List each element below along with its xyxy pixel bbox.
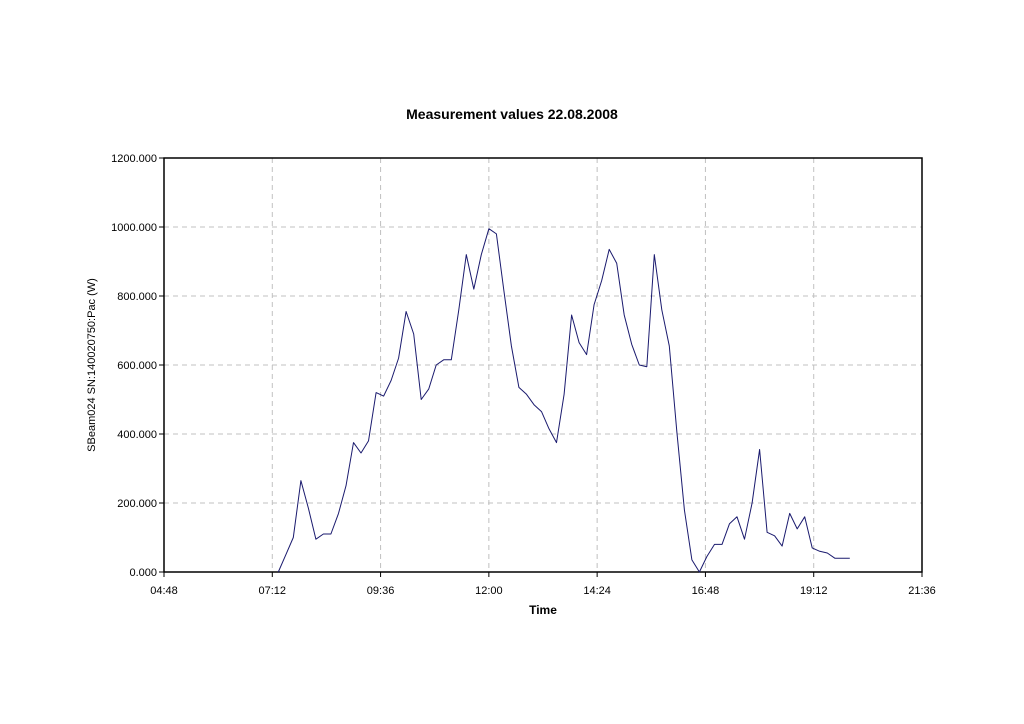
y-tick-label: 600.000	[117, 360, 157, 372]
x-tick-label: 09:36	[367, 585, 395, 597]
y-tick-label: 0.000	[129, 567, 157, 579]
x-tick-label: 16:48	[692, 585, 720, 597]
y-axis-label: SBeam024 SN:140020750:Pac (W)	[86, 278, 98, 452]
x-tick-label: 07:12	[259, 585, 287, 597]
x-tick-label: 19:12	[800, 585, 828, 597]
y-tick-label: 1200.000	[111, 153, 157, 165]
x-tick-label: 14:24	[583, 585, 611, 597]
y-tick-label: 200.000	[117, 498, 157, 510]
chart-title: Measurement values 22.08.2008	[406, 106, 618, 122]
x-tick-label: 21:36	[908, 585, 936, 597]
y-tick-label: 400.000	[117, 429, 157, 441]
series-line	[277, 228, 850, 573]
x-axis-label: Time	[529, 603, 557, 617]
x-tick-label: 12:00	[475, 585, 503, 597]
x-tick-label: 04:48	[150, 585, 178, 597]
y-tick-label: 800.000	[117, 291, 157, 303]
y-tick-label: 1000.000	[111, 222, 157, 234]
plot-border	[163, 157, 923, 573]
